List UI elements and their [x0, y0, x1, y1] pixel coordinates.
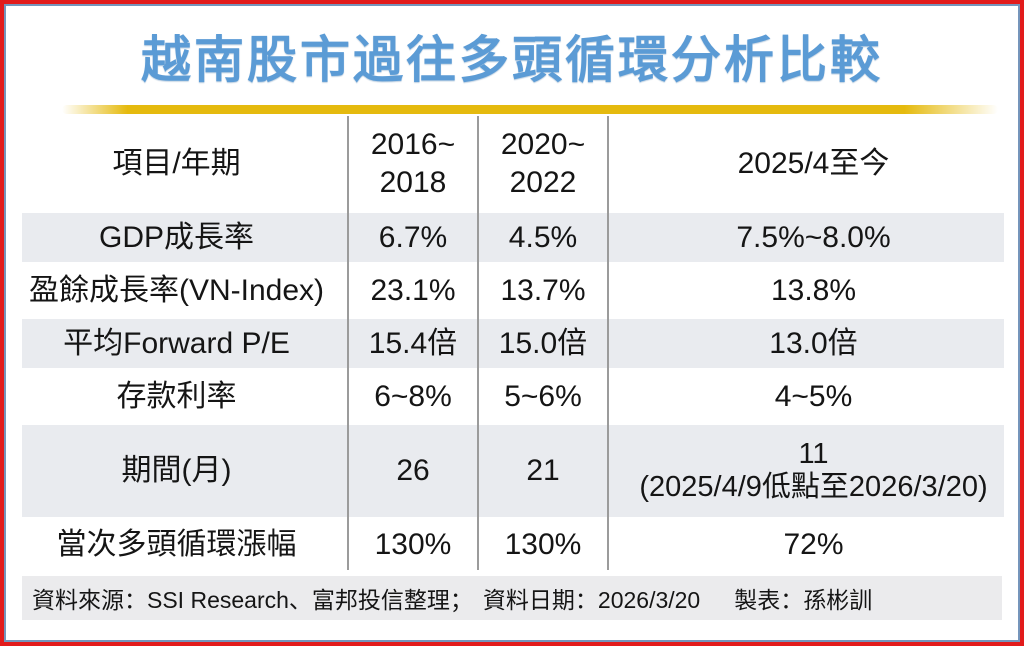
table-row-duration-months: 期間(月) 26 21 11 (2025/4/9低點至2026/3/20)	[6, 423, 1018, 519]
title-underline	[62, 105, 998, 114]
cell-value-with-note: 11 (2025/4/9低點至2026/3/20)	[607, 423, 1018, 519]
cell-value: 6.7%	[347, 211, 477, 264]
header-2020-line2: 2022	[509, 165, 577, 199]
header-item-period: 項目/年期	[112, 146, 241, 180]
table-row-bull-cycle-gain: 當次多頭循環漲幅 130% 130% 72%	[6, 519, 1018, 570]
cell-value: 6~8%	[347, 370, 477, 423]
table-row-earnings-growth: 盈餘成長率(VN-Index) 23.1% 13.7% 13.8%	[6, 264, 1018, 317]
page-title: 越南股市過往多頭循環分析比較	[141, 31, 883, 88]
title-bar: 越南股市過往多頭循環分析比較	[6, 6, 1018, 105]
cell-value: 5~6%	[477, 370, 607, 423]
row-label: 盈餘成長率(VN-Index)	[28, 273, 325, 307]
cell-value: 26	[347, 423, 477, 519]
cell-value: 7.5%~8.0%	[607, 211, 1018, 264]
cell-value: 21	[477, 423, 607, 519]
duration-value: 11	[798, 437, 829, 470]
row-label: 期間(月)	[121, 454, 232, 488]
header-2016-line2: 2018	[379, 165, 447, 199]
header-2016-2018: 2016~ 2018	[347, 116, 477, 211]
cell-value: 15.0倍	[477, 317, 607, 370]
source-footer: 資料來源：SSI Research、富邦投信整理； 資料日期：2026/3/20…	[22, 576, 1002, 620]
footer-date: 資料日期：2026/3/20	[482, 587, 701, 613]
cell-value: 13.8%	[607, 264, 1018, 317]
cell-value: 4.5%	[477, 211, 607, 264]
header-2020-2022: 2020~ 2022	[477, 116, 607, 211]
table-row-gdp-growth: GDP成長率 6.7% 4.5% 7.5%~8.0%	[6, 211, 1018, 264]
header-2016-line1: 2016~	[370, 128, 456, 161]
footer-source: 資料來源：SSI Research、富邦投信整理；	[32, 587, 473, 613]
footer-author: 製表：孫彬訓	[734, 587, 873, 613]
row-label: 平均Forward P/E	[63, 326, 290, 360]
comparison-table: 項目/年期 2016~ 2018 2020~ 2022 2025/4至今 GDP…	[6, 116, 1018, 570]
row-label: 當次多頭循環漲幅	[56, 527, 297, 561]
cell-value: 4~5%	[607, 370, 1018, 423]
inner-blue-frame: 越南股市過往多頭循環分析比較 項目/年期 2016~ 2018 2020~ 20…	[4, 4, 1020, 642]
table-header-row: 項目/年期 2016~ 2018 2020~ 2022 2025/4至今	[6, 116, 1018, 211]
cell-value: 15.4倍	[347, 317, 477, 370]
cell-value: 23.1%	[347, 264, 477, 317]
table-row-deposit-rate: 存款利率 6~8% 5~6% 4~5%	[6, 370, 1018, 423]
row-label: GDP成長率	[98, 220, 254, 254]
duration-note: (2025/4/9低點至2026/3/20)	[639, 471, 988, 503]
cell-value: 130%	[347, 519, 477, 570]
table-row-forward-pe: 平均Forward P/E 15.4倍 15.0倍 13.0倍	[6, 317, 1018, 370]
cell-value: 130%	[477, 519, 607, 570]
header-2020-line1: 2020~	[500, 128, 586, 161]
cell-value: 13.7%	[477, 264, 607, 317]
cell-value: 13.0倍	[607, 317, 1018, 370]
row-label: 存款利率	[116, 379, 237, 413]
cell-value: 72%	[607, 519, 1018, 570]
header-2025-to-now: 2025/4至今	[607, 116, 1018, 211]
